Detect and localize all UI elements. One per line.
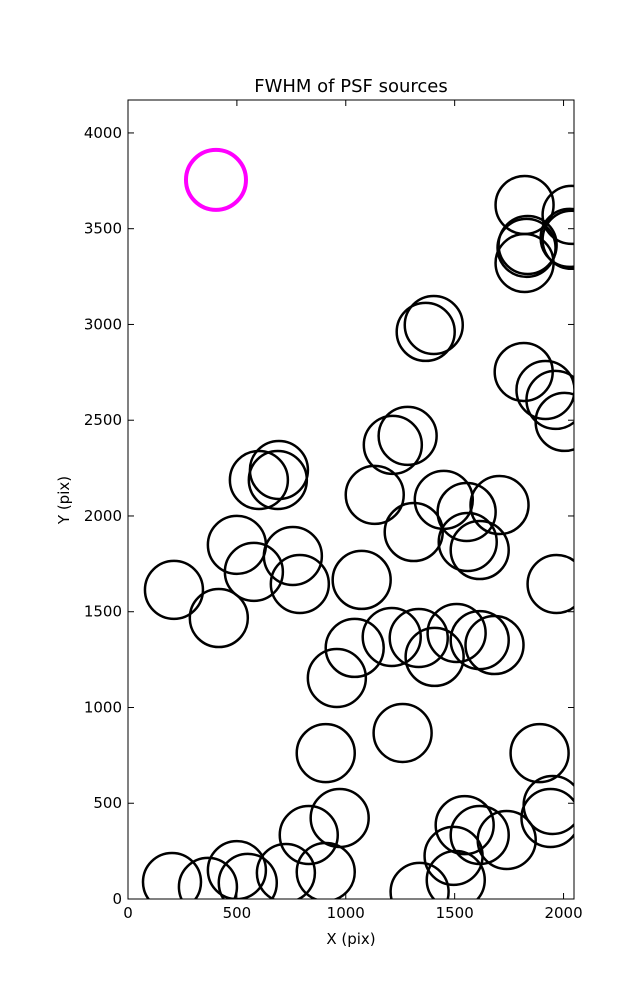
psf-circle bbox=[464, 614, 525, 676]
psf-circle bbox=[344, 464, 405, 526]
psf-circle bbox=[383, 501, 444, 563]
psf-circle bbox=[306, 647, 368, 709]
psf-circle bbox=[426, 602, 487, 664]
psf-circle bbox=[255, 842, 317, 899]
psf-circle bbox=[183, 147, 248, 212]
psf-circle bbox=[434, 794, 495, 856]
psf-circle bbox=[520, 787, 574, 849]
psf-circle bbox=[177, 856, 239, 899]
psf-circle bbox=[389, 861, 450, 899]
psf-circle bbox=[404, 626, 465, 688]
psf-circle bbox=[423, 825, 484, 887]
psf-circle bbox=[331, 549, 392, 611]
psf-circle bbox=[228, 449, 290, 511]
psf-circle bbox=[515, 359, 574, 421]
psf-circle bbox=[437, 511, 498, 573]
x-tick-label: 1500 bbox=[436, 904, 474, 922]
y-tick-label: 2000 bbox=[84, 507, 122, 525]
psf-circle bbox=[494, 232, 555, 294]
psf-circle bbox=[295, 722, 356, 784]
y-tick-label: 3000 bbox=[84, 315, 122, 333]
psf-circle bbox=[269, 553, 331, 615]
x-tick-label: 0 bbox=[123, 904, 133, 922]
y-tick-label: 3500 bbox=[84, 220, 122, 238]
x-tick-label: 500 bbox=[223, 904, 252, 922]
psf-circle bbox=[143, 559, 205, 621]
x-tick-label: 2000 bbox=[544, 904, 582, 922]
psf-circle bbox=[534, 391, 574, 453]
psf-circle bbox=[372, 702, 433, 764]
psf-circle bbox=[362, 414, 424, 476]
y-axis-label: Y (pix) bbox=[55, 476, 73, 525]
plot-frame bbox=[127, 99, 575, 900]
chart-title: FWHM of PSF sources bbox=[254, 76, 448, 97]
psf-circle bbox=[525, 369, 574, 431]
psf-circle bbox=[361, 606, 422, 668]
psf-circle bbox=[295, 841, 356, 899]
y-tick-label: 1000 bbox=[84, 698, 122, 716]
y-tick-label: 0 bbox=[112, 890, 122, 908]
psf-circle bbox=[223, 541, 285, 603]
psf-circle bbox=[248, 439, 310, 501]
psf-circle bbox=[497, 214, 558, 276]
psf-circle bbox=[141, 851, 203, 899]
psf-circle bbox=[541, 184, 574, 246]
psf-circle bbox=[377, 405, 438, 467]
psf-circle bbox=[425, 849, 486, 899]
y-tick-label: 500 bbox=[93, 794, 122, 812]
y-tick-label: 4000 bbox=[84, 124, 122, 142]
psf-circle bbox=[217, 852, 279, 899]
psf-circle bbox=[436, 481, 497, 543]
psf-circle bbox=[469, 474, 530, 536]
psf-circle bbox=[278, 804, 340, 866]
psf-circle bbox=[188, 587, 250, 649]
psf-circle bbox=[388, 607, 449, 669]
x-axis-label: X (pix) bbox=[326, 930, 375, 948]
psf-circle bbox=[509, 722, 570, 784]
psf-circle bbox=[324, 617, 385, 679]
y-tick-label: 1500 bbox=[84, 603, 122, 621]
psf-circle bbox=[262, 525, 324, 587]
psf-circle bbox=[206, 839, 268, 899]
x-tick-label: 1000 bbox=[327, 904, 365, 922]
psf-circle bbox=[395, 301, 456, 363]
psf-circle bbox=[449, 519, 510, 581]
y-tick-label: 2500 bbox=[84, 411, 122, 429]
psf-circle bbox=[403, 294, 465, 356]
psf-circle bbox=[526, 553, 574, 615]
